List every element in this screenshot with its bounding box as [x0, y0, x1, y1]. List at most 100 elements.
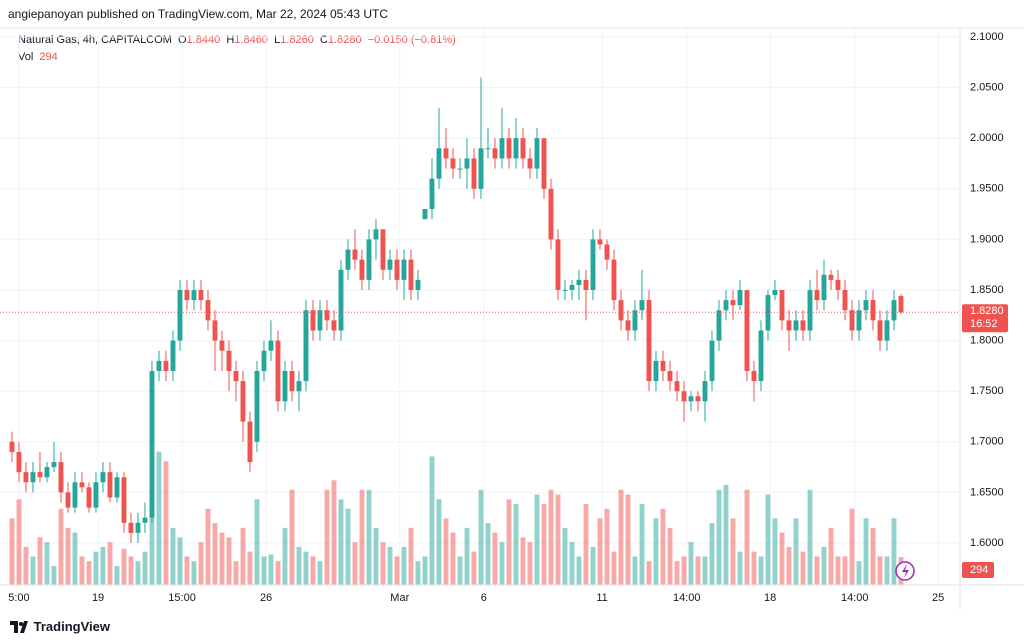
- y-tick-label: 1.8000: [970, 335, 1004, 347]
- candle-body: [177, 290, 183, 341]
- candle-body: [86, 487, 92, 508]
- h-label: H: [226, 34, 235, 46]
- candle-body: [877, 320, 883, 341]
- x-tick-label: 18: [764, 592, 776, 604]
- x-tick-label: 11: [596, 592, 607, 604]
- candle-body: [44, 467, 50, 478]
- candle-body: [604, 244, 610, 260]
- candle-body: [478, 148, 484, 189]
- volume-bar: [86, 561, 92, 585]
- volume-bar: [177, 537, 183, 585]
- volume-bar: [51, 565, 57, 585]
- publish-info: angiepanoyan published on TradingView.co…: [8, 7, 389, 21]
- volume-bar: [884, 556, 890, 585]
- candle-body: [534, 138, 540, 169]
- volume-bar: [590, 546, 596, 585]
- plot: 1.6000 1.6500 1.7000 1.7500 1.8000 1.8500 1.90…: [0, 28, 1004, 604]
- candle-body: [849, 310, 855, 331]
- candle-body: [30, 472, 36, 483]
- volume-bar: [597, 518, 603, 585]
- volume-bar: [688, 542, 694, 585]
- candle-body: [744, 290, 750, 371]
- volume-bar: [156, 451, 162, 585]
- volume-bar: [58, 508, 64, 585]
- candle-body: [23, 472, 29, 483]
- volume-bar: [506, 499, 512, 585]
- candle-body: [233, 370, 239, 382]
- volume-bar: [863, 518, 869, 585]
- footer: TradingView: [10, 619, 110, 634]
- candle-body: [737, 290, 743, 306]
- volume-bar: [93, 551, 99, 585]
- volume-bar: [576, 556, 582, 585]
- candle-body: [688, 396, 694, 402]
- candle-body: [72, 482, 78, 508]
- volume-bar: [408, 527, 414, 585]
- volume-bar: [450, 532, 456, 585]
- volume-bar: [632, 556, 638, 585]
- candle-body: [646, 300, 652, 382]
- volume-bar: [100, 546, 106, 585]
- volume-bar: [485, 523, 491, 585]
- volume-bar: [30, 556, 36, 585]
- volume-bar: [289, 489, 295, 585]
- volume-bar: [170, 527, 176, 585]
- candle-body: [814, 290, 820, 301]
- volume-bar: [198, 542, 204, 585]
- volume-bar: [786, 546, 792, 585]
- volume-bar: [65, 527, 71, 585]
- volume-bar: [737, 551, 743, 585]
- volume-bar: [765, 494, 771, 585]
- candle-body: [422, 209, 428, 220]
- volume-bar: [415, 561, 421, 585]
- volume-bar: [716, 489, 722, 585]
- volume-bar: [793, 518, 799, 585]
- volume-bar: [282, 527, 288, 585]
- volume-bar: [604, 508, 610, 585]
- candle-body: [366, 239, 372, 280]
- candle-body: [835, 279, 841, 291]
- volume-bar: [338, 499, 344, 585]
- candle-body: [821, 274, 827, 301]
- volume-bar: [464, 527, 470, 585]
- volume-bar: [478, 489, 484, 585]
- candle-body: [128, 522, 134, 533]
- candle-body: [184, 290, 190, 301]
- candle-body: [303, 310, 309, 382]
- candle-body: [275, 340, 281, 402]
- candle-body: [569, 284, 575, 291]
- candle-body: [576, 279, 582, 285]
- candle-body: [436, 148, 442, 179]
- volume-bar: [191, 561, 197, 585]
- candle-body: [513, 138, 519, 159]
- candle-body: [681, 391, 687, 402]
- candle-body: [709, 340, 715, 382]
- volume-bar: [499, 542, 505, 585]
- volume-bar: [513, 504, 519, 585]
- candle-body: [506, 138, 512, 159]
- candle-body: [16, 451, 22, 473]
- volume-bar: [121, 548, 127, 585]
- volume-bar: [695, 556, 701, 585]
- candle-body: [51, 462, 57, 468]
- volume-bar: [205, 508, 211, 585]
- volume-bar: [429, 456, 435, 585]
- volume-bar: [212, 523, 218, 585]
- candle-body: [674, 381, 680, 392]
- volume-bar: [443, 518, 449, 585]
- volume-bar: [219, 532, 225, 585]
- candle-body: [485, 148, 491, 150]
- candle-body: [758, 330, 764, 382]
- x-tick-label: Mar: [390, 592, 409, 604]
- volume-bar: [23, 546, 29, 585]
- candle-body: [9, 441, 15, 452]
- volume-bar: [611, 551, 617, 585]
- countdown: 16:52: [970, 318, 998, 330]
- chart: 1.6000 1.6500 1.7000 1.7500 1.8000 1.8500 1.90…: [0, 27, 1024, 610]
- volume-bar: [674, 561, 680, 585]
- volume-bar: [800, 551, 806, 585]
- volume-bar: [583, 504, 589, 585]
- volume-bar: [814, 556, 820, 585]
- volume-bar: [380, 542, 386, 585]
- candle-body: [765, 295, 771, 331]
